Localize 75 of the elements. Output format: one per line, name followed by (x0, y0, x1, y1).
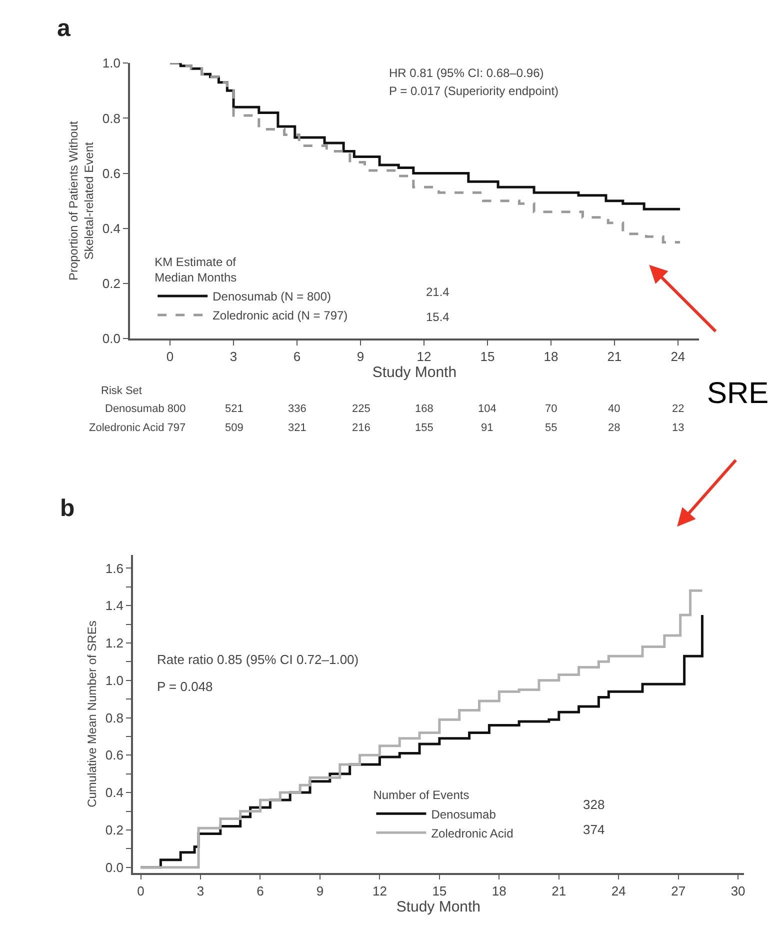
x-tick-label: 9 (356, 348, 364, 364)
text: 336 (288, 403, 306, 415)
text: 155 (415, 422, 434, 434)
x-tick-label: 21 (552, 883, 566, 898)
x-axis-title: Study Month (396, 898, 481, 916)
x-tick-label: 12 (416, 348, 432, 364)
text: 168 (415, 403, 434, 415)
x-tick-label: 6 (256, 883, 264, 898)
y-tick-label: 0.6 (105, 748, 124, 763)
legend-title: Number of Events (373, 788, 470, 802)
y-tick-label: 1.2 (105, 636, 124, 651)
y-tick-label: 1.4 (105, 598, 124, 614)
y-tick-label: 0.2 (105, 822, 124, 838)
x-tick-label: 6 (293, 348, 301, 364)
y-tick-label: 0.6 (102, 166, 120, 181)
x-tick-label: 27 (671, 883, 686, 898)
text: 40 (608, 403, 620, 415)
text: 13 (672, 422, 684, 434)
x-tick-label: 3 (196, 883, 204, 898)
text: 216 (352, 422, 370, 434)
x-tick-label: 30 (730, 883, 746, 898)
x-tick-label: 24 (670, 348, 686, 364)
y-tick-label: 0.0 (105, 860, 124, 875)
annotation: 328 (583, 797, 605, 812)
annotation: P = 0.048 (157, 679, 213, 694)
annotation: 15.4 (426, 310, 450, 324)
y-axis-title: Cumulative Mean Number of SREs (85, 620, 100, 808)
x-tick-label: 0 (137, 883, 144, 898)
y-tick-label: 0.2 (102, 276, 120, 292)
chart-title: a (57, 15, 71, 42)
annotation: 21.4 (426, 285, 450, 299)
y-tick-label: 0.0 (102, 331, 120, 346)
text: SRE (707, 377, 769, 410)
text: 509 (225, 422, 244, 434)
x-axis-title: Study Month (372, 364, 457, 381)
legend-label: Denosumab (N = 800) (212, 290, 332, 304)
x-tick-label: 12 (372, 883, 387, 898)
text: 91 (481, 422, 494, 434)
chart-title: b (60, 495, 75, 522)
x-tick-label: 18 (492, 883, 506, 898)
legend-title: KM Estimate of Median Months (154, 254, 237, 285)
text: 225 (352, 403, 370, 415)
x-tick-label: 15 (432, 883, 447, 898)
legend-label: Zoledronic acid (N = 797) (212, 308, 348, 323)
annotation: P = 0.017 (Superiority endpoint) (389, 84, 559, 98)
legend-label: Denosumab (431, 807, 496, 822)
text: 55 (545, 422, 558, 434)
text: 521 (225, 403, 244, 415)
y-axis-title: Proportion of Patients Without Skeletal-related Event (66, 120, 96, 281)
text: Denosumab 800 (105, 403, 186, 415)
annotation: Rate ratio 0.85 (95% CI 0.72–1.00) (157, 652, 359, 667)
y-tick-label: 1.6 (105, 560, 124, 576)
annotation: 374 (583, 822, 605, 837)
y-tick-label: 1.0 (102, 56, 120, 71)
text: 104 (478, 403, 496, 415)
legend-label: Zoledronic Acid (431, 826, 514, 840)
x-tick-label: 9 (316, 883, 324, 898)
text: Zoledronic Acid 797 (89, 422, 186, 434)
y-tick-label: 0.8 (102, 110, 120, 126)
x-tick-label: 15 (480, 348, 495, 364)
x-tick-label: 24 (611, 883, 626, 898)
x-tick-label: 18 (544, 348, 558, 364)
text: 321 (288, 422, 306, 434)
y-tick-label: 0.4 (102, 220, 120, 236)
text: Risk Set (101, 385, 142, 397)
x-tick-label: 3 (230, 348, 238, 364)
text: 22 (672, 403, 684, 415)
text: 28 (608, 422, 620, 434)
x-tick-label: 0 (166, 348, 174, 364)
y-tick-label: 0.8 (105, 710, 124, 726)
x-tick-label: 21 (607, 348, 622, 364)
y-tick-label: 0.4 (105, 785, 124, 800)
text: 70 (545, 403, 558, 415)
y-tick-label: 1.0 (105, 672, 124, 688)
annotation: HR 0.81 (95% CI: 0.68–0.96) (389, 66, 544, 80)
